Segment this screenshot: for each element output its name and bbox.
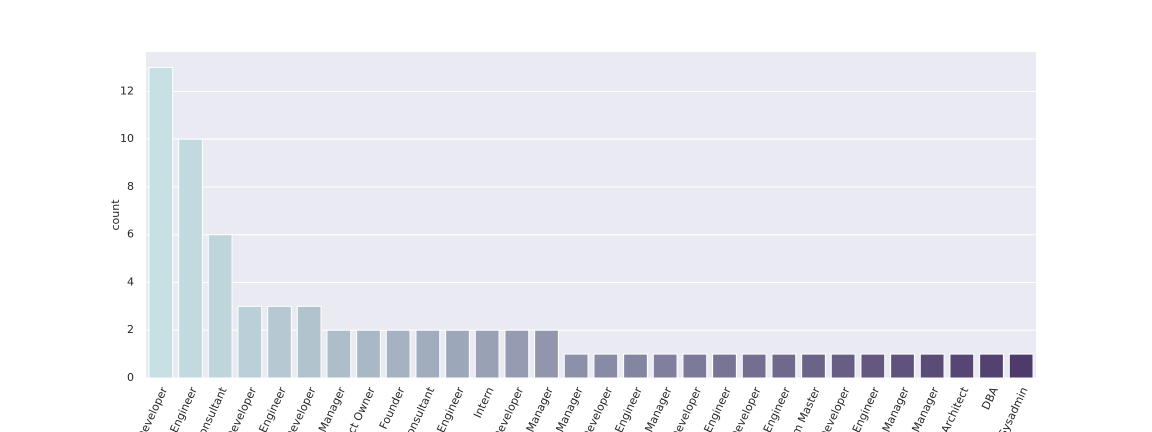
bar bbox=[652, 353, 678, 379]
bar bbox=[919, 353, 945, 379]
y-tick-label: 8 bbox=[127, 180, 134, 193]
x-tick-label: Architect bbox=[939, 384, 972, 432]
x-tick-label: Manager bbox=[553, 385, 585, 432]
x-tick-label: Engineer bbox=[167, 385, 200, 432]
x-tick-label: Engineer bbox=[850, 385, 883, 432]
x-tick-label: ct Owner bbox=[345, 385, 378, 432]
x-tick-label: Founder bbox=[377, 385, 408, 432]
bar bbox=[445, 329, 470, 379]
bar bbox=[593, 353, 619, 379]
x-tick-label: Manager bbox=[524, 385, 556, 432]
bar bbox=[801, 353, 826, 379]
bar bbox=[504, 329, 530, 379]
x-tick-label: Engineer bbox=[256, 385, 289, 432]
bar bbox=[563, 353, 589, 379]
x-tick-label: Sysadmin bbox=[996, 385, 1030, 432]
y-tick-label: 2 bbox=[127, 323, 134, 336]
x-tick-label: Manager bbox=[316, 385, 348, 432]
x-tick-label: Manager bbox=[909, 385, 941, 432]
bar bbox=[860, 353, 886, 379]
x-tick-label: Intern bbox=[471, 385, 497, 420]
bar bbox=[712, 353, 737, 379]
bar bbox=[178, 138, 203, 379]
bar bbox=[148, 67, 174, 379]
x-tick-label: Developer bbox=[135, 385, 171, 432]
y-tick-label: 12 bbox=[120, 84, 134, 97]
y-tick-label: 10 bbox=[120, 132, 134, 145]
plot-area bbox=[146, 52, 1036, 378]
x-tick-label: Manager bbox=[880, 385, 912, 432]
x-tick-label: Engineer bbox=[434, 385, 467, 432]
bar bbox=[1008, 353, 1034, 379]
bar bbox=[385, 329, 411, 379]
bar bbox=[207, 234, 233, 379]
bar bbox=[890, 353, 915, 379]
x-tick-label: Engineer bbox=[612, 385, 645, 432]
bar bbox=[623, 353, 648, 379]
x-tick-label: m Master bbox=[789, 385, 823, 432]
bar bbox=[771, 353, 797, 379]
bar bbox=[682, 353, 708, 379]
bar bbox=[534, 329, 559, 379]
x-tick-label: Engineer bbox=[701, 385, 734, 432]
bar bbox=[326, 329, 352, 379]
bar bbox=[415, 329, 441, 379]
x-tick-label: DBA bbox=[979, 385, 1001, 412]
bar bbox=[949, 353, 975, 379]
y-axis-label: count bbox=[109, 199, 122, 231]
y-tick-label: 6 bbox=[127, 228, 134, 241]
bar bbox=[830, 353, 856, 379]
bar bbox=[296, 305, 322, 379]
x-tick-label: Manager bbox=[642, 385, 674, 432]
bar bbox=[979, 353, 1004, 379]
bar bbox=[474, 329, 500, 379]
y-tick-label: 4 bbox=[127, 275, 134, 288]
bar bbox=[356, 329, 381, 379]
bar bbox=[237, 305, 263, 379]
bar bbox=[741, 353, 767, 379]
y-tick-label: 0 bbox=[127, 371, 134, 384]
bar bbox=[267, 305, 292, 379]
x-tick-label: Engineer bbox=[761, 385, 794, 432]
